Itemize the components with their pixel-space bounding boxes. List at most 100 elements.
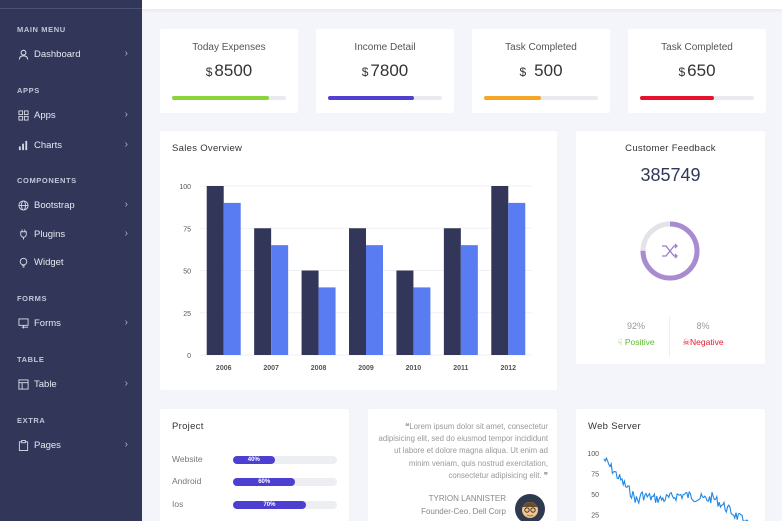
stat-value: 7800: [370, 61, 409, 80]
chevron-right-icon: ›: [124, 48, 128, 59]
project-progress-fill: 40%: [233, 456, 275, 464]
x-tick-label: 2007: [263, 365, 279, 372]
stat-card-task-completed-2: Task Completed $650: [628, 29, 766, 113]
bar: [223, 202, 241, 355]
feedback-ring: [640, 221, 700, 281]
y-tick-label: 50: [591, 492, 599, 499]
shuffle-icon: [662, 243, 678, 259]
stat-progress-track: [172, 96, 286, 100]
globe-icon: [17, 199, 29, 211]
stat-value: 650: [687, 61, 716, 80]
project-progress-track: 70%: [233, 501, 337, 509]
x-tick-label: 2008: [311, 365, 327, 372]
sidebar-item-pages[interactable]: Pages ›: [0, 434, 142, 456]
sidebar-item-label: Widget: [34, 256, 64, 268]
bar: [349, 228, 366, 355]
project-row: Website 40%: [172, 454, 342, 466]
stat-card-task-completed: Task Completed $500: [472, 29, 610, 113]
sales-overview-card: Sales Overview 100 75 50 25 0 2006 2007 2008 200…: [160, 131, 557, 390]
chevron-right-icon: ›: [124, 439, 128, 450]
bar: [443, 228, 461, 355]
sidebar: MAIN MENU Dashboard › APPS Apps › Charts…: [0, 0, 142, 521]
x-tick-label: 2011: [453, 365, 468, 372]
sidebar-divider: [0, 8, 142, 9]
stat-currency: $: [519, 65, 527, 79]
web-server-chart: 100 75 50 25: [587, 451, 749, 521]
sidebar-item-widget[interactable]: Widget: [0, 251, 142, 273]
sidebar-item-dashboard[interactable]: Dashboard ›: [0, 43, 142, 65]
bar: [366, 245, 383, 355]
bar: [413, 287, 431, 355]
sidebar-item-forms[interactable]: Forms ›: [0, 312, 142, 334]
sidebar-item-label: Forms: [34, 317, 61, 329]
stat-value-wrap: $8500: [160, 61, 298, 81]
project-progress-fill: 60%: [233, 478, 296, 486]
y-tick-label: 100: [587, 451, 599, 458]
stat-card-income: Income Detail $7800: [316, 29, 454, 113]
sidebar-item-table[interactable]: Table ›: [0, 373, 142, 395]
stat-progress-track: [640, 96, 754, 100]
x-tick-label: 2010: [406, 365, 422, 372]
bar: [396, 270, 414, 355]
thumbs-down-icon: ☠: [682, 337, 691, 347]
customer-feedback-card: Customer Feedback 385749 92% ☟ Positive …: [576, 131, 765, 364]
chevron-right-icon: ›: [124, 317, 128, 328]
negative-label: Negative: [690, 337, 724, 347]
project-progress-track: 40%: [233, 456, 337, 464]
stat-label: Today Expenses: [192, 42, 266, 53]
sidebar-item-apps[interactable]: Apps ›: [0, 104, 142, 126]
testimonial-text-wrap: ❝Lorem ipsum dolor sit amet, consectetur…: [378, 421, 548, 482]
user-icon: [17, 48, 29, 60]
bar: [254, 228, 272, 355]
stat-currency: $: [205, 65, 213, 79]
bar: [508, 202, 526, 355]
web-server-card: Web Server 100 75 50 25: [576, 409, 765, 521]
stat-value-wrap: $500: [472, 61, 610, 81]
project-label: Ios: [172, 499, 184, 509]
sidebar-item-charts[interactable]: Charts ›: [0, 134, 142, 156]
stat-card-expenses: Today Expenses $8500: [160, 29, 298, 113]
feedback-title: Customer Feedback: [625, 143, 716, 154]
sales-chart: 100 75 50 25 0 2006 2007 2008 2009 2010 2011 2012: [179, 184, 532, 372]
section-components: COMPONENTS: [17, 176, 77, 185]
positive-pct: 92%: [626, 321, 645, 331]
testimonial-author: TYRION LANNISTER: [428, 494, 506, 503]
y-tick-label: 100: [179, 184, 191, 191]
project-progress-track: 60%: [233, 478, 337, 486]
stat-label: Income Detail: [354, 42, 416, 53]
project-row: Android 60%: [172, 476, 342, 488]
testimonial-role: Founder-Ceo. Dell Corp: [421, 507, 506, 516]
chevron-right-icon: ›: [124, 199, 128, 210]
sidebar-item-label: Pages: [34, 439, 61, 451]
feedback-ring-arc: [640, 221, 700, 281]
chevron-right-icon: ›: [124, 139, 128, 150]
sidebar-item-label: Dashboard: [34, 48, 81, 60]
section-main-menu: MAIN MENU: [17, 25, 66, 34]
feedback-value: 385749: [640, 165, 701, 185]
positive-indicator: ☟ Positive: [576, 337, 696, 348]
stat-value-wrap: $650: [628, 61, 766, 81]
testimonial-card: ❝Lorem ipsum dolor sit amet, consectetur…: [368, 409, 557, 521]
y-tick-label: 75: [591, 472, 599, 479]
bulb-icon: [17, 256, 29, 268]
y-tick-label: 0: [187, 353, 191, 360]
stat-progress-fill: [172, 96, 269, 100]
sidebar-item-label: Charts: [34, 139, 62, 151]
project-title: Project: [172, 421, 204, 432]
y-tick-label: 25: [591, 513, 599, 520]
sidebar-item-plugins[interactable]: Plugins ›: [0, 223, 142, 245]
sidebar-item-bootstrap[interactable]: Bootstrap ›: [0, 194, 142, 216]
sidebar-item-label: Plugins: [34, 228, 66, 240]
chevron-right-icon: ›: [124, 378, 128, 389]
stat-progress-fill: [640, 96, 715, 100]
section-apps: APPS: [17, 86, 40, 95]
top-bar: [142, 0, 782, 9]
bar: [460, 245, 478, 355]
project-row: Ios 70%: [172, 499, 342, 511]
grid-icon: [17, 109, 29, 121]
stat-value-wrap: $7800: [316, 61, 454, 81]
positive-label: Positive: [624, 337, 655, 347]
project-label: Android: [172, 476, 202, 486]
stat-progress-track: [484, 96, 598, 100]
x-tick-label: 2012: [500, 365, 516, 372]
